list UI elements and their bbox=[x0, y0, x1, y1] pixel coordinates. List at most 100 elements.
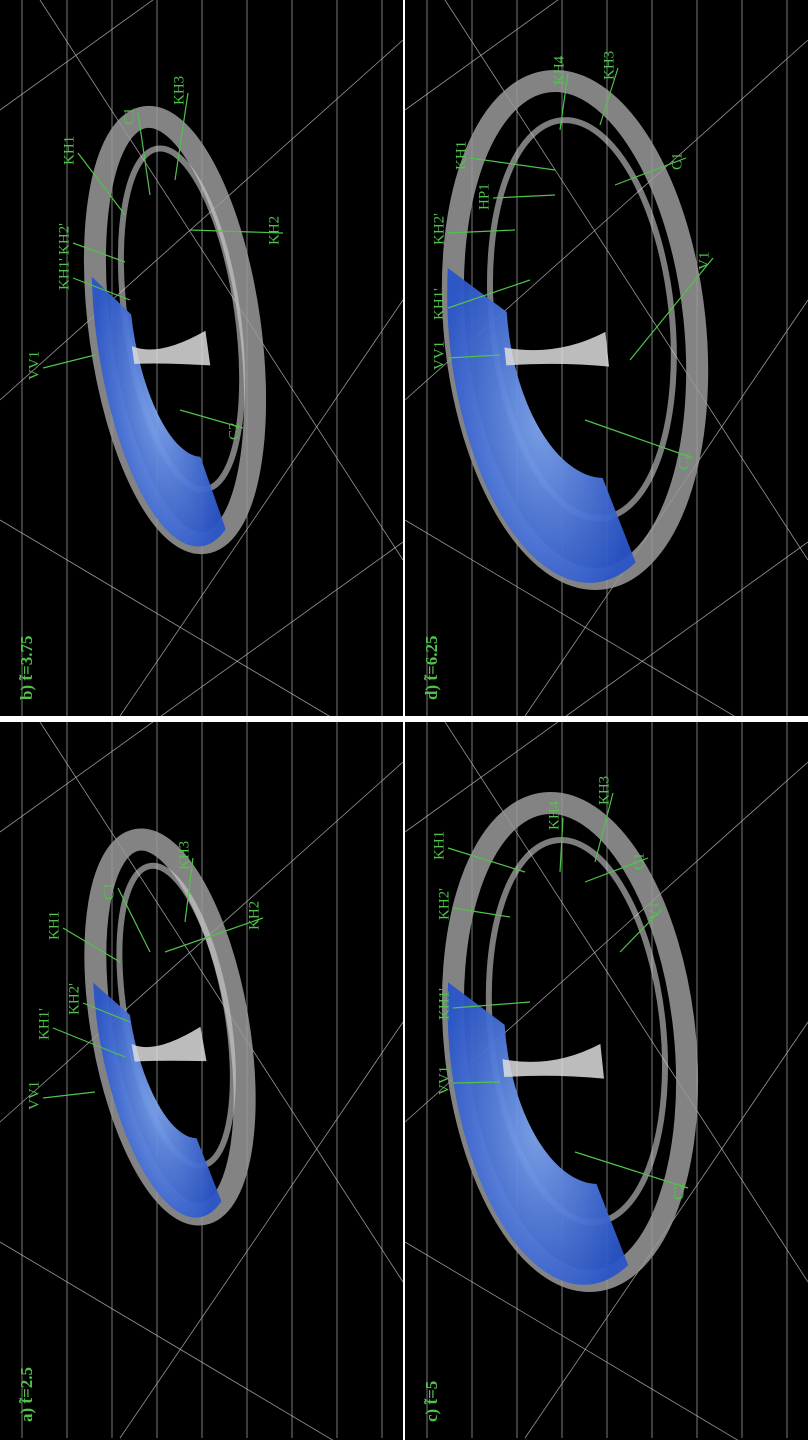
annotation-label: KH2 bbox=[246, 901, 262, 930]
leader-line bbox=[117, 887, 151, 953]
annotation-label: VV1 bbox=[26, 1081, 42, 1110]
ring-blue bbox=[447, 982, 629, 1285]
annotation-label: C1 bbox=[631, 852, 647, 870]
grid-line bbox=[404, 541, 808, 833]
annotation-label: KH1' bbox=[436, 988, 452, 1020]
annotation-label: KH1 bbox=[61, 136, 77, 165]
annotation-label: C2 bbox=[671, 1182, 687, 1200]
annotation-label: KH3 bbox=[601, 51, 617, 80]
vortex-ring bbox=[441, 792, 699, 1292]
panel-title: a) t̃=2.5 bbox=[17, 1367, 36, 1422]
leader-line bbox=[594, 792, 614, 863]
vortex-tube bbox=[502, 1043, 605, 1079]
annotation-label: KH1 bbox=[453, 141, 469, 170]
annotation-label: KH4 bbox=[551, 55, 567, 85]
annotation-label: KH2' bbox=[56, 223, 72, 255]
leader-line bbox=[452, 1001, 531, 1009]
annotation-label: KH3 bbox=[171, 76, 187, 105]
leader-line bbox=[619, 907, 664, 953]
panel: d) t̃=6.25 VV1 KH1' KH2' HP1 KH1 KH4 KH3 C1 V1 C2 bbox=[404, 0, 808, 761]
leader-line bbox=[82, 1002, 131, 1023]
panel-title: d) t̃=6.25 bbox=[422, 636, 441, 700]
panel-title: b) t̃=3.75 bbox=[17, 636, 36, 700]
leader-line bbox=[614, 157, 687, 186]
leader-line bbox=[189, 229, 284, 234]
leader-line bbox=[42, 1091, 96, 1099]
annotation-label: V1 bbox=[696, 252, 712, 270]
leader-line bbox=[447, 229, 516, 234]
leader-line bbox=[574, 1151, 689, 1189]
grid-line bbox=[119, 299, 404, 717]
leader-line bbox=[62, 927, 121, 963]
grid-line bbox=[0, 39, 404, 401]
leader-line bbox=[559, 72, 569, 131]
vortex-tube bbox=[131, 1026, 207, 1062]
leader-line bbox=[72, 277, 131, 301]
grid-line bbox=[404, 1241, 739, 1440]
leader-line bbox=[447, 354, 501, 359]
leader-line bbox=[164, 917, 264, 953]
annotation-label: VV1 bbox=[26, 351, 42, 380]
leader-line bbox=[72, 242, 126, 263]
panel: a) t̃=2.5 VV1 KH1' KH2' KH1 C1 KH3 KH2 bbox=[0, 541, 404, 1440]
leader-line bbox=[492, 194, 556, 199]
annotation-label: KH2' bbox=[436, 888, 452, 920]
grid-line bbox=[0, 541, 404, 833]
annotation-label: KH1' bbox=[56, 258, 72, 290]
leader-line bbox=[469, 157, 556, 171]
annotation-label: KH3 bbox=[176, 841, 192, 870]
divider-horizontal bbox=[0, 716, 808, 722]
panel: c) t̃=5 VV1 KH1' KH2' KH1 KH4 KH3 C1 V1 C2 bbox=[404, 541, 808, 1440]
grid-line bbox=[0, 761, 404, 1123]
leader-line bbox=[584, 857, 649, 883]
leader-line bbox=[629, 257, 714, 361]
panel-frame bbox=[0, 722, 403, 1438]
grid-line bbox=[0, 1241, 334, 1440]
annotation-label: KH3 bbox=[596, 776, 612, 805]
leader-line bbox=[559, 817, 564, 873]
grid-line bbox=[0, 0, 154, 111]
leader-line bbox=[599, 67, 619, 126]
annotation-label: HP1 bbox=[476, 183, 492, 210]
panel-title: c) t̃=5 bbox=[422, 1381, 441, 1422]
ring-blue bbox=[91, 276, 226, 547]
leader-line bbox=[184, 857, 194, 923]
grid-line bbox=[39, 721, 404, 1283]
leader-line bbox=[52, 1027, 126, 1058]
annotation-label: KH1' bbox=[36, 1008, 52, 1040]
annotation-label: C2 bbox=[226, 422, 242, 440]
leader-line bbox=[584, 419, 694, 459]
leader-line bbox=[447, 279, 531, 309]
leader-line bbox=[77, 152, 126, 216]
leader-line bbox=[42, 354, 96, 369]
vortex-ring bbox=[84, 828, 256, 1226]
grid-line bbox=[39, 0, 404, 561]
annotation-label: KH2' bbox=[431, 213, 447, 245]
annotation-label: VV1 bbox=[431, 341, 447, 370]
ring-blue bbox=[93, 982, 222, 1218]
annotation-label: C1 bbox=[101, 882, 117, 900]
annotation-label: KH2 bbox=[266, 216, 282, 245]
panel: b) t̃=3.75 VV1 KH1' KH2' KH1 C1 KH3 KH2 C2 bbox=[0, 0, 404, 761]
leader-line bbox=[137, 112, 151, 196]
annotation-label: KH2' bbox=[66, 983, 82, 1015]
annotation-label: KH4 bbox=[546, 800, 562, 830]
grid-line bbox=[404, 0, 559, 111]
annotation-label: KH1 bbox=[431, 831, 447, 860]
grid-line bbox=[119, 1021, 404, 1439]
annotation-label: V1 bbox=[646, 902, 662, 920]
annotation-label: KH1' bbox=[431, 288, 447, 320]
annotation-label: KH1 bbox=[46, 911, 62, 940]
ring-blue bbox=[447, 267, 636, 583]
leader-line bbox=[174, 92, 189, 181]
annotation-label: C2 bbox=[676, 452, 692, 470]
leader-line bbox=[452, 907, 511, 918]
annotation-label: VV1 bbox=[436, 1066, 452, 1095]
vortex-ring bbox=[83, 105, 267, 555]
leader-line bbox=[179, 409, 244, 429]
vortex-tube bbox=[131, 330, 211, 366]
annotation-label: C1 bbox=[669, 152, 685, 170]
annotation-label: C1 bbox=[121, 107, 137, 125]
leader-line bbox=[447, 847, 526, 873]
